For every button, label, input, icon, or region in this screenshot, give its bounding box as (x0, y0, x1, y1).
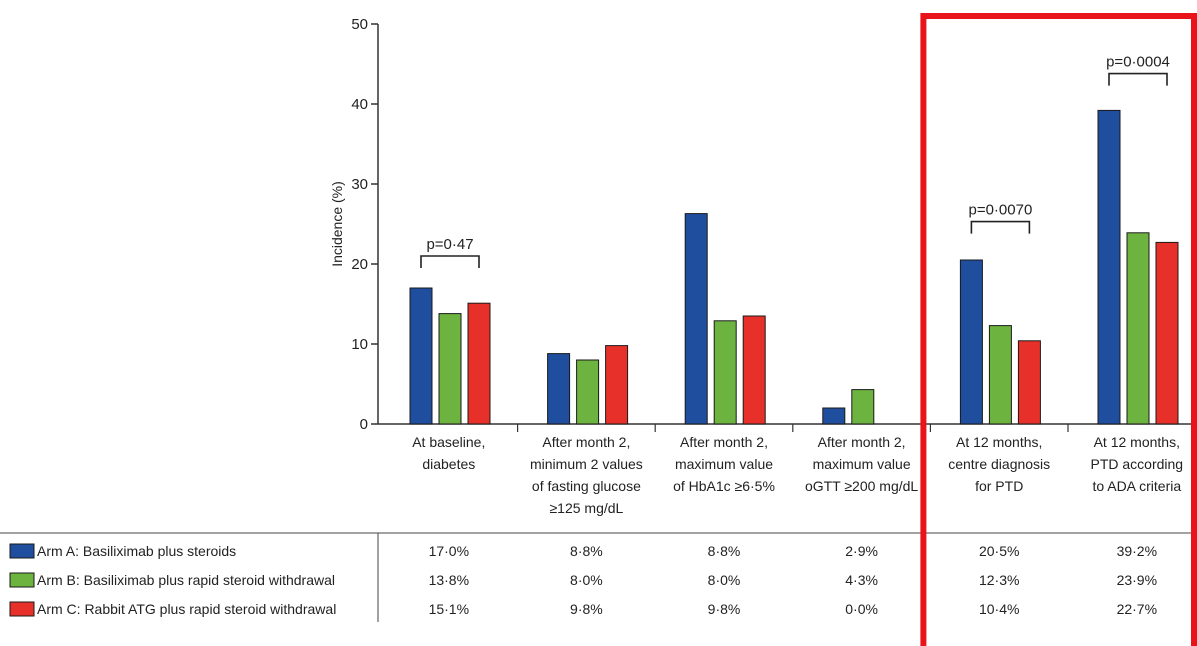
category-label: centre diagnosis (948, 456, 1050, 472)
bar (576, 359, 600, 425)
category-label: At baseline, (412, 434, 485, 450)
p-value-bracket (420, 255, 480, 268)
category-label: to ADA criteria (1092, 478, 1181, 494)
legend-swatch (9, 572, 35, 588)
p-value-label: p=0·47 (426, 236, 473, 253)
table-cell: 2·9% (845, 543, 878, 559)
category-labels: At baseline, diabetes After month 2, minimu… (412, 434, 1183, 516)
highlight-rectangle (920, 13, 1197, 646)
category-label: maximum value (813, 456, 911, 472)
table-cell: 17·0% (429, 543, 469, 559)
y-tick-label: 20 (351, 256, 368, 273)
bar (684, 213, 708, 425)
highlight-box (920, 13, 1197, 646)
category-label: At 12 months, (956, 434, 1042, 450)
table-cell: 8·0% (570, 572, 603, 588)
bar (822, 407, 846, 425)
category-label: After month 2, (542, 434, 630, 450)
table-cell: 20·5% (979, 543, 1019, 559)
category-label: After month 2, (818, 434, 906, 450)
bar (409, 287, 433, 425)
table-cell: 0·0% (845, 601, 878, 617)
table-cell: 39·2% (1117, 543, 1157, 559)
table-cell: 12·3% (979, 572, 1019, 588)
legend-label: Arm C: Rabbit ATG plus rapid steroid wit… (37, 601, 336, 617)
y-tick-label: 0 (360, 416, 368, 433)
category-label: diabetes (422, 456, 475, 472)
table-cell: 8·8% (708, 543, 741, 559)
p-value-label: p=0·0004 (1106, 54, 1170, 71)
table-cell: 10·4% (979, 601, 1019, 617)
legend-swatch (9, 601, 35, 617)
table-cell: 9·8% (570, 601, 603, 617)
bar (988, 325, 1012, 425)
table-cell: 15·1% (429, 601, 469, 617)
category-label: for PTD (975, 478, 1023, 494)
category-label: ≥125 mg/dL (549, 500, 623, 516)
table-cell: 4·3% (845, 572, 878, 588)
table-cell: 22·7% (1117, 601, 1157, 617)
bar (713, 320, 737, 425)
bar (1126, 232, 1150, 425)
y-tick-label: 40 (351, 96, 368, 113)
y-tick-label: 50 (351, 16, 368, 33)
p-value-bracket (970, 220, 1031, 234)
category-label: PTD according (1091, 456, 1184, 472)
p-value-brackets: p=0·47 p=0·0070 p=0·0004 (420, 54, 1170, 268)
p-value-label: p=0·0070 (968, 202, 1032, 219)
category-label: oGTT ≥200 mg/dL (805, 478, 918, 494)
bar (1097, 109, 1121, 425)
legend-label: Arm A: Basiliximab plus steroids (37, 543, 236, 559)
bar (467, 302, 491, 425)
y-tick-label: 10 (351, 336, 368, 353)
bar (1155, 241, 1179, 425)
table-cell: 9·8% (708, 601, 741, 617)
legend-table: Arm A: Basiliximab plus steroids 17·0% 8·8… (0, 532, 1197, 622)
y-axis: 0 10 20 30 40 50 Incidence (%) (329, 16, 1197, 433)
y-tick-label: 30 (351, 176, 368, 193)
bar (547, 353, 571, 425)
table-cell: 13·8% (429, 572, 469, 588)
category-label: After month 2, (680, 434, 768, 450)
table-cell: 8·0% (708, 572, 741, 588)
bars (409, 109, 1179, 425)
legend-swatch (9, 543, 35, 559)
category-label: of HbA1c ≥6·5% (673, 478, 775, 494)
bar (742, 315, 766, 425)
bar (1017, 340, 1041, 425)
table-cell: 8·8% (570, 543, 603, 559)
category-label: maximum value (675, 456, 773, 472)
bar (438, 313, 462, 425)
table-cell: 23·9% (1117, 572, 1157, 588)
p-value-bracket (1108, 72, 1168, 86)
legend-label: Arm B: Basiliximab plus rapid steroid wi… (37, 572, 335, 588)
bar (959, 259, 983, 425)
category-label: of fasting glucose (532, 478, 641, 494)
bar (851, 389, 875, 425)
category-label: minimum 2 values (530, 456, 643, 472)
category-label: At 12 months, (1094, 434, 1180, 450)
y-axis-title: Incidence (%) (329, 181, 345, 267)
bar (605, 345, 629, 425)
